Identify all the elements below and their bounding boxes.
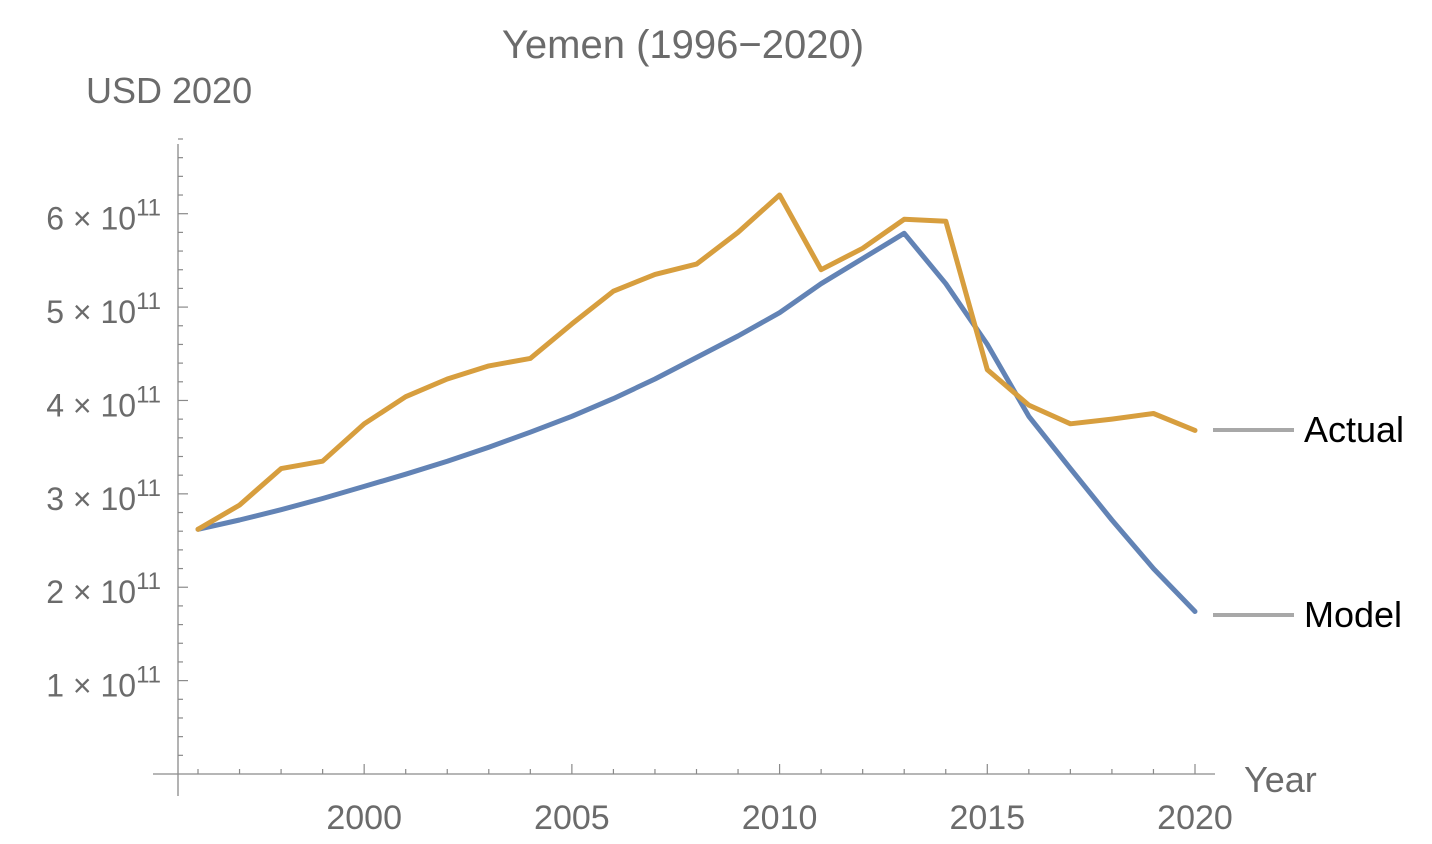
series-line-model: [195, 230, 1198, 614]
series-lines: [195, 192, 1198, 614]
chart-title: Yemen (1996−2020): [502, 23, 864, 67]
x-tick-label: 2010: [742, 799, 818, 837]
legend-label-model: Model: [1304, 594, 1402, 635]
y-tick-label: 2 × 1011: [46, 568, 161, 610]
x-tick-label: 2000: [326, 799, 402, 837]
y-axis-label: USD 2020: [86, 70, 252, 111]
x-tick-label: 2020: [1157, 799, 1233, 837]
x-tick-label: 2015: [949, 799, 1025, 837]
y-tick-label: 6 × 1011: [46, 195, 161, 237]
y-tick-label: 1 × 1011: [46, 662, 161, 704]
y-tick-label: 5 × 1011: [46, 288, 161, 330]
y-tick-label: 3 × 1011: [46, 475, 161, 517]
series-line-actual: [195, 192, 1198, 532]
y-ticks: 1 × 1011 2 × 1011 3 × 1011 4 × 1011 5 × 1011…: [46, 138, 188, 756]
legend: Actual Model: [1213, 409, 1404, 635]
legend-label-actual: Actual: [1304, 409, 1404, 450]
axes: [153, 144, 1215, 796]
y-tick-label: 4 × 1011: [46, 381, 161, 423]
x-ticks: 2000 2005 2010 2015 2020: [197, 764, 1233, 837]
x-axis-label: Year: [1244, 759, 1317, 800]
x-tick-label: 2005: [534, 799, 610, 837]
